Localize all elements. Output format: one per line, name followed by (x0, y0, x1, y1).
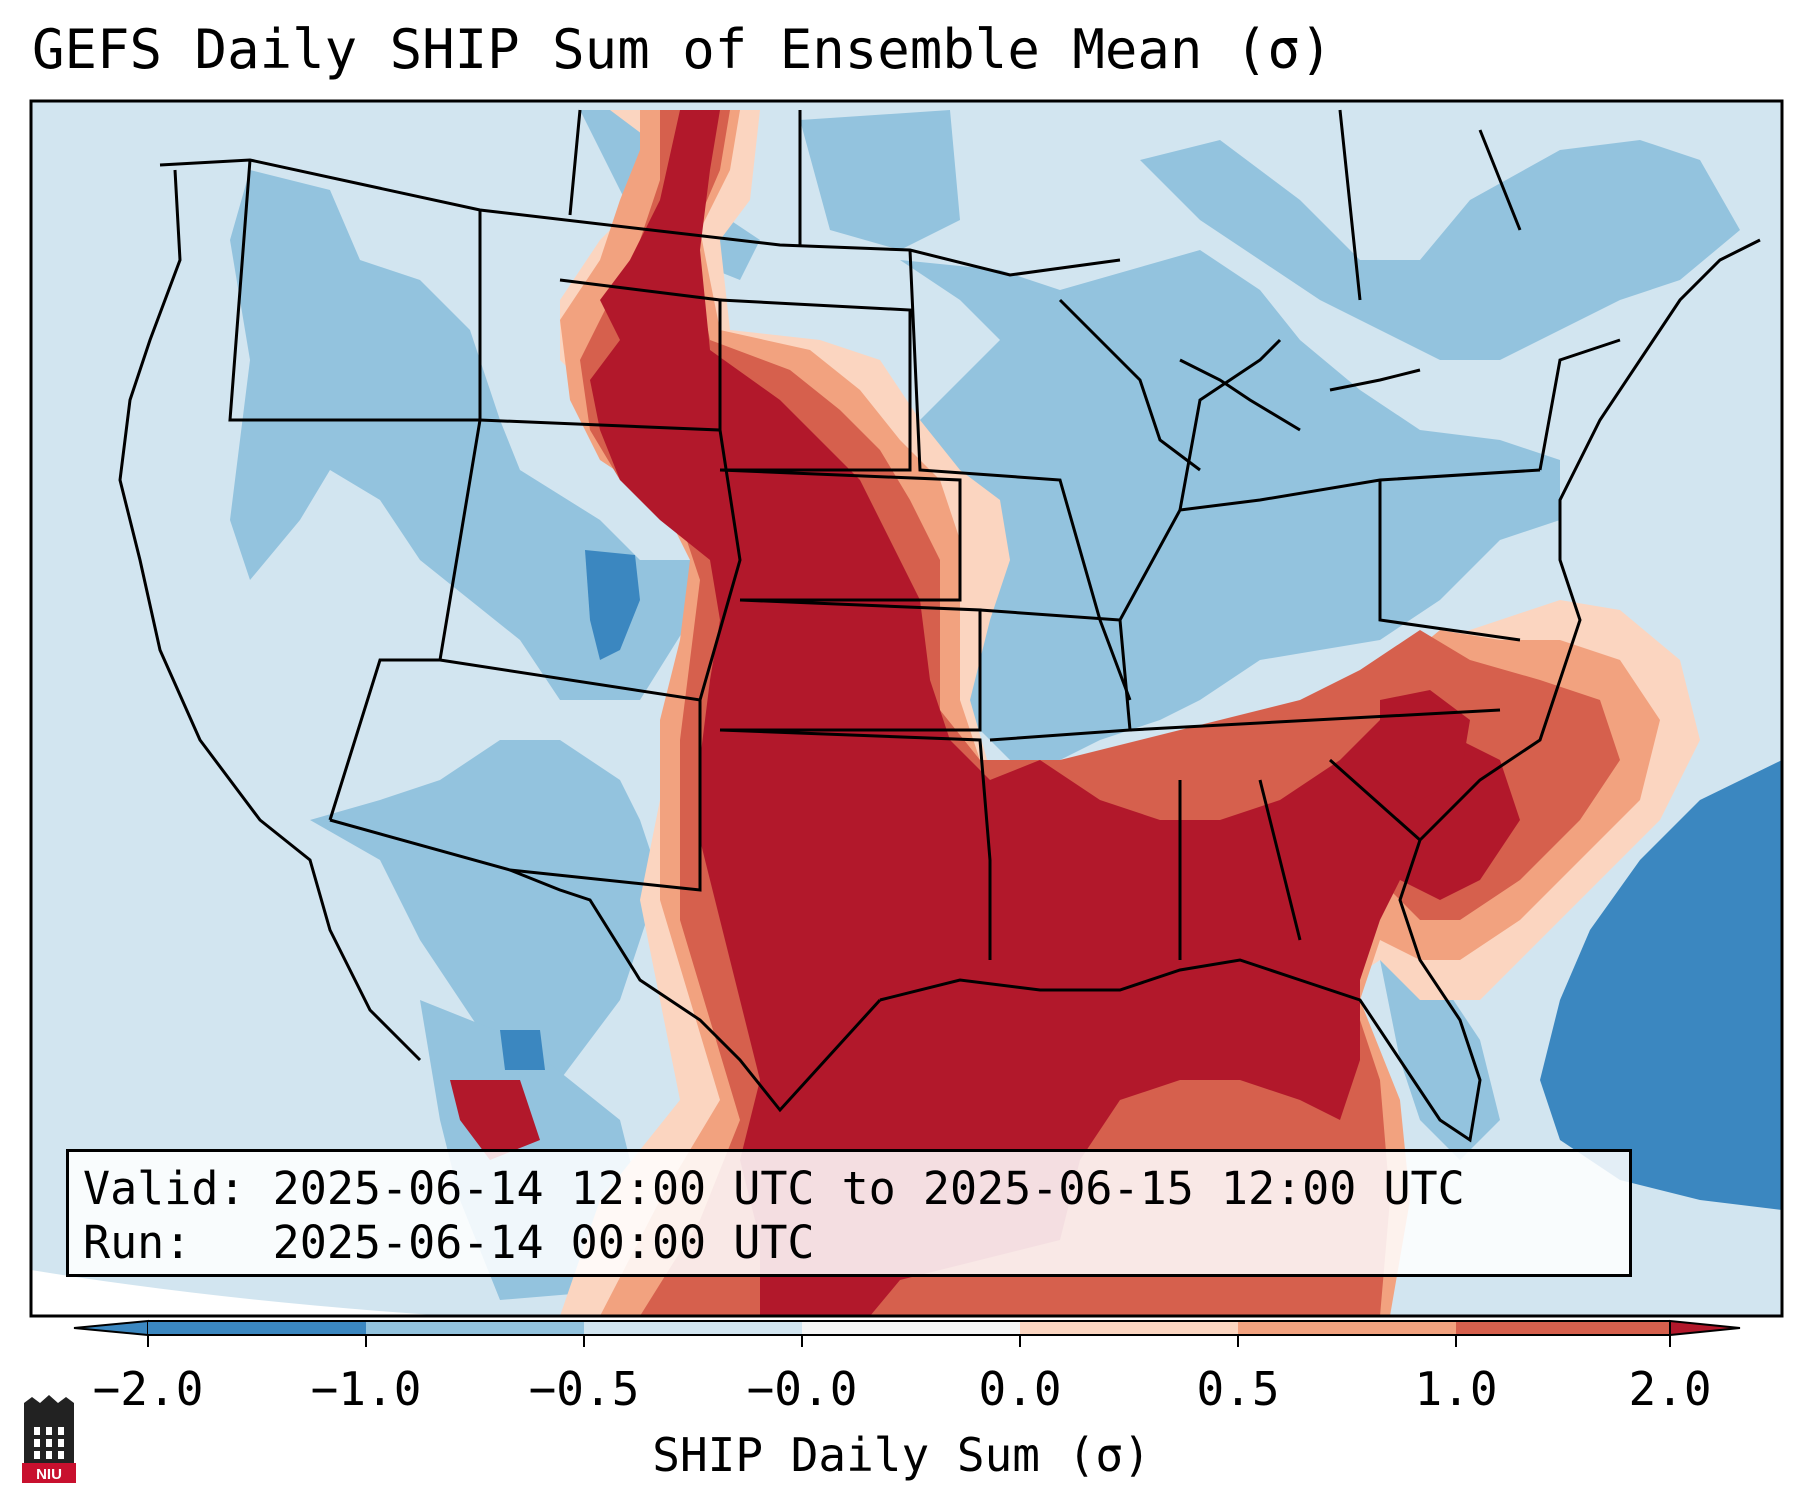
colorbar-tick-label: 1.0 (1414, 1362, 1498, 1416)
region-strong-positive-plains (590, 110, 1520, 1316)
state-lines-19 (1538, 338, 1621, 471)
region-negative-west (230, 170, 700, 700)
state-lines-3 (479, 278, 722, 432)
state-lines-2 (328, 419, 482, 821)
colorbar-tick-label: −0.5 (528, 1362, 640, 1416)
state-lines-10 (908, 249, 1132, 701)
logo-text: NIU (36, 1466, 62, 1483)
run-value: 2025-06-14 00:00 UTC (272, 1216, 815, 1269)
colorbar-extend-low (73, 1319, 149, 1337)
colorbar (73, 1319, 1741, 1347)
run-label: Run: (83, 1216, 192, 1269)
colorbar-seg-6 (1456, 1321, 1670, 1335)
canada-provinces (568, 109, 1522, 301)
region-strong-negative-atlantic (1540, 760, 1782, 1210)
valid-value: 2025-06-14 12:00 UTC to 2025-06-15 12:00… (272, 1162, 1465, 1215)
state-lines-16 (1258, 779, 1302, 941)
mexico-border (329, 818, 882, 1113)
state-lines-4 (439, 429, 742, 702)
state-lines-12 (1129, 708, 1501, 732)
valid-label: Valid: (83, 1162, 246, 1215)
state-lines-6 (719, 298, 912, 472)
colorbar-extend-high (1669, 1319, 1741, 1337)
state-lines-18 (1378, 480, 1521, 642)
region-strong-negative-baja (500, 1030, 545, 1070)
region-strong-negative-colorado (585, 550, 640, 660)
colorbar-seg-0 (148, 1321, 366, 1335)
region-negative-florida (1380, 960, 1500, 1160)
state-lines-14 (1178, 338, 1282, 511)
state-lines-9 (719, 728, 992, 960)
colorbar-seg-2 (584, 1321, 802, 1335)
region-negative-north2 (800, 110, 960, 250)
map-frame (29, 99, 1784, 1318)
colorbar-seg-3 (802, 1321, 1020, 1335)
colorbar-tick-label: 0.5 (1196, 1362, 1280, 1416)
boundary-lines (118, 109, 1761, 1143)
colorbar-tick-label: −2.0 (92, 1362, 204, 1416)
state-lines-13 (1118, 468, 1541, 621)
colorbar-tick-label: −0.0 (746, 1362, 858, 1416)
state-lines-7 (719, 468, 962, 602)
state-lines-5 (509, 700, 702, 892)
state-lines-11 (979, 608, 1132, 742)
colorbar-label: SHIP Daily Sum (σ) (652, 1428, 1151, 1482)
state-lines-17 (1329, 758, 1421, 842)
colorbar-seg-5 (1238, 1321, 1456, 1335)
region-strong-positive-mexico (450, 1080, 540, 1160)
region-strong-positive-se (1380, 690, 1470, 800)
region-negative-southwest (310, 740, 660, 1080)
state-lines-1 (228, 159, 482, 422)
region-negative-northeast (1140, 140, 1740, 360)
great-lakes (1058, 298, 1421, 472)
projection-edge (31, 1270, 448, 1316)
colorbar-tick-label: 2.0 (1628, 1362, 1712, 1416)
colorbar-seg-1 (366, 1321, 584, 1335)
valid-run-infobox: Valid: 2025-06-14 12:00 UTC to 2025-06-1… (66, 1149, 1632, 1277)
west-coast (118, 169, 422, 1062)
colorbar-tick-label: 0.0 (978, 1362, 1062, 1416)
map-title: GEFS Daily SHIP Sum of Ensemble Mean (σ) (32, 18, 1333, 81)
state-lines-8 (720, 598, 982, 732)
niu-logo: NIU (22, 1395, 76, 1483)
gulf-coast (879, 238, 1761, 1143)
colorbar-seg-4 (1020, 1321, 1238, 1335)
colorbar-tick-label: −1.0 (310, 1362, 422, 1416)
